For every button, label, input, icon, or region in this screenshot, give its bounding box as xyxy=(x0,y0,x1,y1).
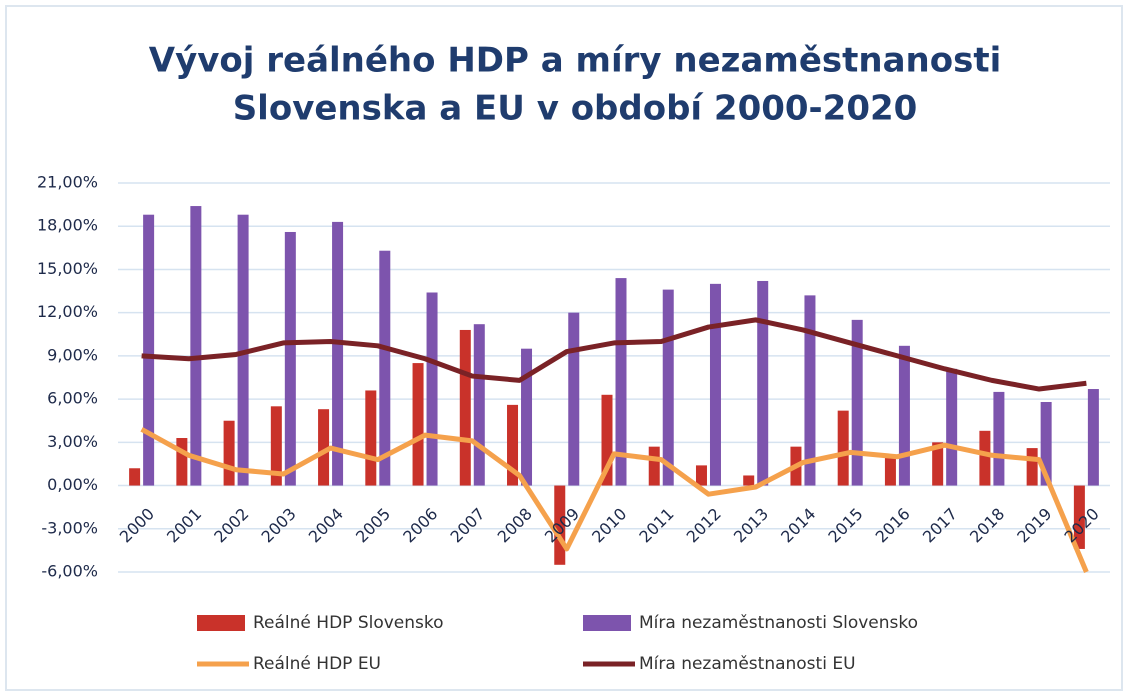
bar xyxy=(743,475,755,486)
bar xyxy=(979,430,991,486)
bar xyxy=(426,292,438,486)
y-tick-label: -6,00% xyxy=(41,562,98,581)
bar xyxy=(459,329,471,486)
bar xyxy=(568,312,580,486)
bar xyxy=(176,438,188,486)
bar xyxy=(946,368,958,486)
y-tick-label: 6,00% xyxy=(47,389,98,408)
bar xyxy=(223,420,235,486)
bar xyxy=(709,283,721,486)
legend-label: Míra nezaměstnanosti Slovensko xyxy=(639,613,918,633)
y-tick-label: 18,00% xyxy=(37,216,98,235)
bar xyxy=(898,345,910,486)
bar xyxy=(473,324,485,486)
bar xyxy=(695,465,707,486)
bar xyxy=(804,295,816,486)
bar xyxy=(507,404,519,486)
y-tick-label: 9,00% xyxy=(47,345,98,364)
bar xyxy=(143,214,155,486)
line xyxy=(140,427,1089,573)
bar xyxy=(993,391,1005,486)
bar xyxy=(190,206,202,486)
legend-label: Reálné HDP EU xyxy=(253,654,381,674)
bar xyxy=(365,390,377,486)
bar xyxy=(379,250,391,486)
bar xyxy=(884,456,896,486)
y-tick-label: 15,00% xyxy=(37,259,98,278)
bar xyxy=(1040,401,1052,486)
bar xyxy=(851,319,863,486)
y-tick-label: 12,00% xyxy=(37,302,98,321)
legend-label: Míra nezaměstnanosti EU xyxy=(639,654,856,674)
chart-title: Vývoj reálného HDP a míry nezaměstnanost… xyxy=(149,41,1001,81)
chart-title: Slovenska a EU v období 2000-2020 xyxy=(233,89,918,129)
bar xyxy=(521,348,533,486)
bar xyxy=(284,231,296,486)
bar xyxy=(757,280,769,486)
bar xyxy=(601,394,613,486)
y-tick-label: 21,00% xyxy=(37,173,98,192)
bar xyxy=(1087,389,1099,486)
bar xyxy=(1073,485,1085,549)
bar xyxy=(932,442,944,486)
bar xyxy=(554,485,566,565)
legend-swatch xyxy=(583,615,631,631)
bar xyxy=(615,278,627,486)
bar xyxy=(412,363,424,486)
bar xyxy=(129,468,141,486)
bar xyxy=(332,221,344,486)
bar xyxy=(837,410,849,486)
bar xyxy=(270,406,282,486)
y-tick-label: -3,00% xyxy=(41,518,98,537)
legend-swatch xyxy=(197,615,245,631)
legend-label: Reálné HDP Slovensko xyxy=(253,613,444,633)
bar xyxy=(1026,448,1038,486)
y-tick-label: 0,00% xyxy=(47,475,98,494)
bar xyxy=(662,289,674,486)
bar xyxy=(648,446,660,486)
y-tick-label: 3,00% xyxy=(47,432,98,451)
bar xyxy=(237,214,249,486)
bar xyxy=(318,409,330,486)
line xyxy=(141,317,1087,392)
